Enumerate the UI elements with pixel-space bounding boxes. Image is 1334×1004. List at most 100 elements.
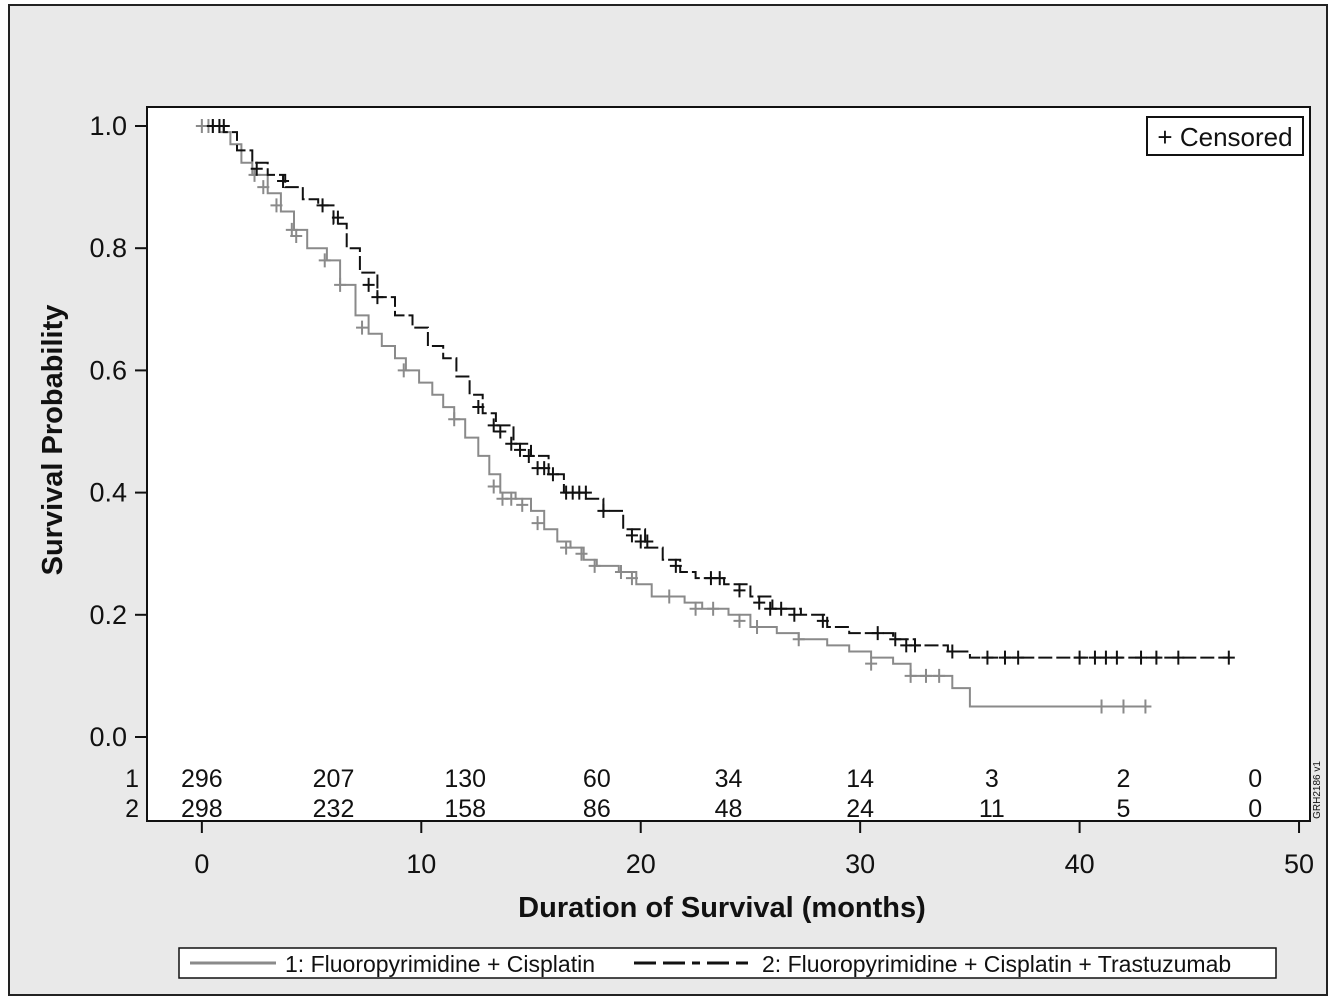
y-tick-label-4: 0.8 (89, 233, 127, 263)
y-tick-label-1: 0.2 (89, 600, 127, 630)
at-risk-s2-t5: 24 (846, 795, 874, 823)
censor-marks (195, 119, 1235, 714)
censor-mark-s2-10 (487, 418, 500, 433)
at-risk-s2-t0: 298 (181, 795, 223, 823)
censor-mark-s2-39 (946, 644, 959, 659)
y-tick-label-2: 0.4 (89, 478, 127, 508)
censor-mark-s2-36 (889, 632, 902, 647)
censor-mark-s1-4 (257, 180, 270, 195)
at-risk-s1-t3: 60 (583, 765, 611, 793)
censor-mark-s2-41 (998, 650, 1011, 665)
censor-mark-s2-35 (871, 626, 884, 641)
censor-mark-s2-43 (1073, 650, 1086, 665)
censor-mark-s2-28 (713, 571, 726, 586)
censor-mark-s1-33 (1095, 699, 1108, 714)
censor-mark-s1-8 (318, 253, 331, 268)
series-legend: 1: Fluoropyrimidine + Cisplatin 2: Fluor… (178, 947, 1277, 979)
y-tick-label-5: 1.0 (89, 111, 127, 141)
censor-mark-s2-14 (522, 448, 535, 463)
censor-mark-s2-49 (1172, 650, 1185, 665)
y-axis-title: Survival Probability (37, 305, 69, 576)
at-risk-s1-t0: 296 (181, 765, 223, 793)
censor-mark-s1-25 (707, 601, 720, 616)
y-axis: 0.0 0.2 0.4 0.6 0.8 1.0 (89, 111, 147, 752)
censor-mark-s1-29 (865, 656, 878, 671)
at-risk-s1-t7: 2 (1117, 765, 1131, 793)
censor-mark-s1-17 (531, 516, 544, 531)
censor-mark-s1-7 (290, 228, 303, 243)
risk-row-label-1: 1 (125, 765, 139, 793)
censor-mark-s1-5 (270, 198, 283, 213)
at-risk-s2-t3: 86 (583, 795, 611, 823)
x-tick-label-0: 0 (194, 849, 209, 879)
censor-mark-s1-31 (919, 668, 932, 683)
censor-mark-s2-31 (764, 601, 777, 616)
censor-mark-s2-40 (981, 650, 994, 665)
at-risk-s1-t2: 130 (444, 765, 486, 793)
censored-legend-box (1146, 116, 1304, 156)
censor-mark-s2-30 (753, 595, 766, 610)
at-risk-s2-t2: 158 (444, 795, 486, 823)
censor-mark-s2-2 (217, 119, 230, 133)
at-risk-s1-t8: 0 (1248, 765, 1262, 793)
at-risk-s2-t6: 11 (979, 795, 1005, 823)
censor-mark-s2-50 (1222, 650, 1235, 665)
x-tick-label-5: 50 (1284, 849, 1314, 879)
at-risk-table: 1 296 207 130 60 34 14 3 2 0 2 298 232 158 86 48 24 11 5 0 (125, 765, 1262, 823)
censor-mark-s1-24 (689, 601, 702, 616)
censor-mark-s1-30 (904, 668, 917, 683)
y-tick-label-3: 0.6 (89, 355, 127, 385)
censor-mark-s2-12 (505, 436, 518, 451)
censor-mark-s1-16 (516, 497, 529, 512)
censor-mark-s2-9 (472, 400, 485, 415)
plot-area (146, 106, 1311, 822)
censor-mark-s1-26 (733, 613, 746, 628)
x-tick-label-4: 40 (1065, 849, 1095, 879)
censor-mark-s1-10 (356, 320, 369, 335)
censor-mark-s1-35 (1139, 699, 1152, 714)
censor-mark-s2-13 (514, 442, 527, 457)
censor-mark-s2-6 (331, 210, 344, 225)
censor-mark-s2-8 (371, 290, 384, 305)
censor-mark-s1-9 (334, 277, 347, 292)
censor-mark-s2-26 (669, 558, 682, 573)
y-tick-label-0: 0.0 (89, 722, 127, 752)
risk-row-label-2: 2 (125, 795, 139, 823)
at-risk-s2-t8: 0 (1248, 795, 1262, 823)
censor-mark-s2-3 (250, 161, 263, 176)
at-risk-s1-t1: 207 (313, 765, 355, 793)
censor-mark-s2-4 (277, 173, 290, 188)
censor-mark-s2-11 (494, 424, 507, 439)
censor-mark-s1-20 (588, 558, 601, 573)
legend-label-series-2: 2: Fluoropyrimidine + Cisplatin + Trastu… (762, 951, 1231, 977)
at-risk-s2-t4: 48 (715, 795, 743, 823)
censor-mark-s2-34 (816, 613, 829, 628)
censor-mark-s1-28 (792, 632, 805, 647)
at-risk-s2-t1: 232 (313, 795, 355, 823)
censor-mark-s2-44 (1088, 650, 1101, 665)
censored-legend-label: + Censored (1157, 122, 1292, 152)
censored-legend: + Censored (1146, 116, 1304, 156)
at-risk-s2-t7: 5 (1117, 795, 1131, 823)
censor-mark-s2-16 (538, 461, 551, 476)
censor-mark-s2-21 (579, 485, 592, 500)
censor-mark-s2-38 (909, 638, 922, 653)
at-risk-s1-t6: 3 (985, 765, 999, 793)
censor-mark-s2-29 (733, 583, 746, 598)
censor-mark-s2-25 (641, 534, 654, 549)
censor-mark-s2-42 (1012, 650, 1025, 665)
censor-mark-s1-18 (560, 540, 573, 555)
x-axis-title: Duration of Survival (months) (518, 892, 926, 924)
censor-mark-s2-23 (625, 528, 638, 543)
at-risk-s1-t4: 34 (715, 765, 743, 793)
x-tick-label-3: 30 (845, 849, 875, 879)
censor-mark-s1-22 (625, 571, 638, 586)
at-risk-s1-t5: 14 (846, 765, 874, 793)
censor-mark-s1-13 (487, 479, 500, 494)
censor-mark-s1-19 (575, 546, 588, 561)
censor-mark-s2-22 (597, 503, 610, 518)
censor-mark-s1-12 (448, 412, 461, 427)
censor-mark-s2-33 (788, 607, 801, 622)
